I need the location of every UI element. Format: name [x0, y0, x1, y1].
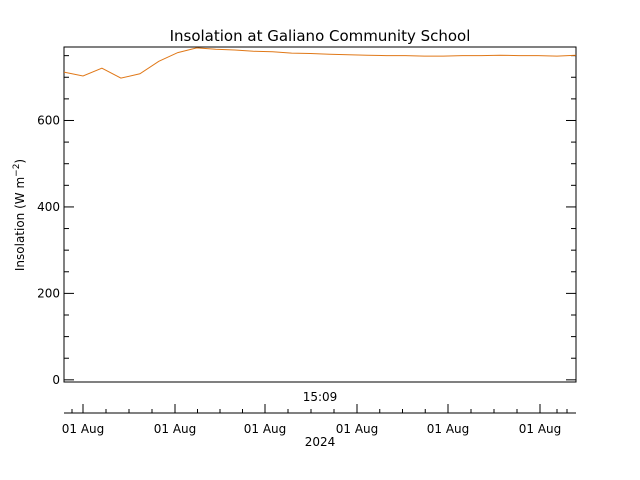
- y-axis-ticks: [64, 55, 576, 381]
- insolation-series-line: [63, 47, 577, 79]
- x-tick-label: 01 Aug: [62, 422, 105, 436]
- y-axis-label-exponent: −2: [12, 164, 22, 177]
- y-tick-label: 400: [37, 200, 60, 214]
- y-tick-label: 0: [52, 373, 60, 387]
- time-label: 15:09: [303, 390, 338, 404]
- x-axis-tick-labels: 01 Aug 01 Aug 01 Aug 01 Aug 01 Aug 01 Aug: [62, 422, 562, 436]
- y-tick-label: 600: [37, 113, 60, 127]
- x-axis-year: 2024: [305, 435, 336, 449]
- chart-title: Insolation at Galiano Community School: [170, 27, 471, 45]
- x-tick-label: 01 Aug: [244, 422, 287, 436]
- y-axis-label-main: Insolation (W m: [13, 177, 27, 271]
- y-axis-label-close: ): [13, 159, 27, 164]
- x-axis-ticks: [71, 404, 568, 413]
- y-tick-label: 200: [37, 286, 60, 300]
- x-tick-label: 01 Aug: [154, 422, 197, 436]
- y-axis-label: Insolation (W m−2): [12, 159, 27, 271]
- y-axis-tick-labels: 0 200 400 600: [37, 113, 60, 386]
- x-tick-label: 01 Aug: [336, 422, 379, 436]
- x-tick-label: 01 Aug: [427, 422, 470, 436]
- x-tick-label: 01 Aug: [519, 422, 562, 436]
- plot-frame: [63, 46, 577, 383]
